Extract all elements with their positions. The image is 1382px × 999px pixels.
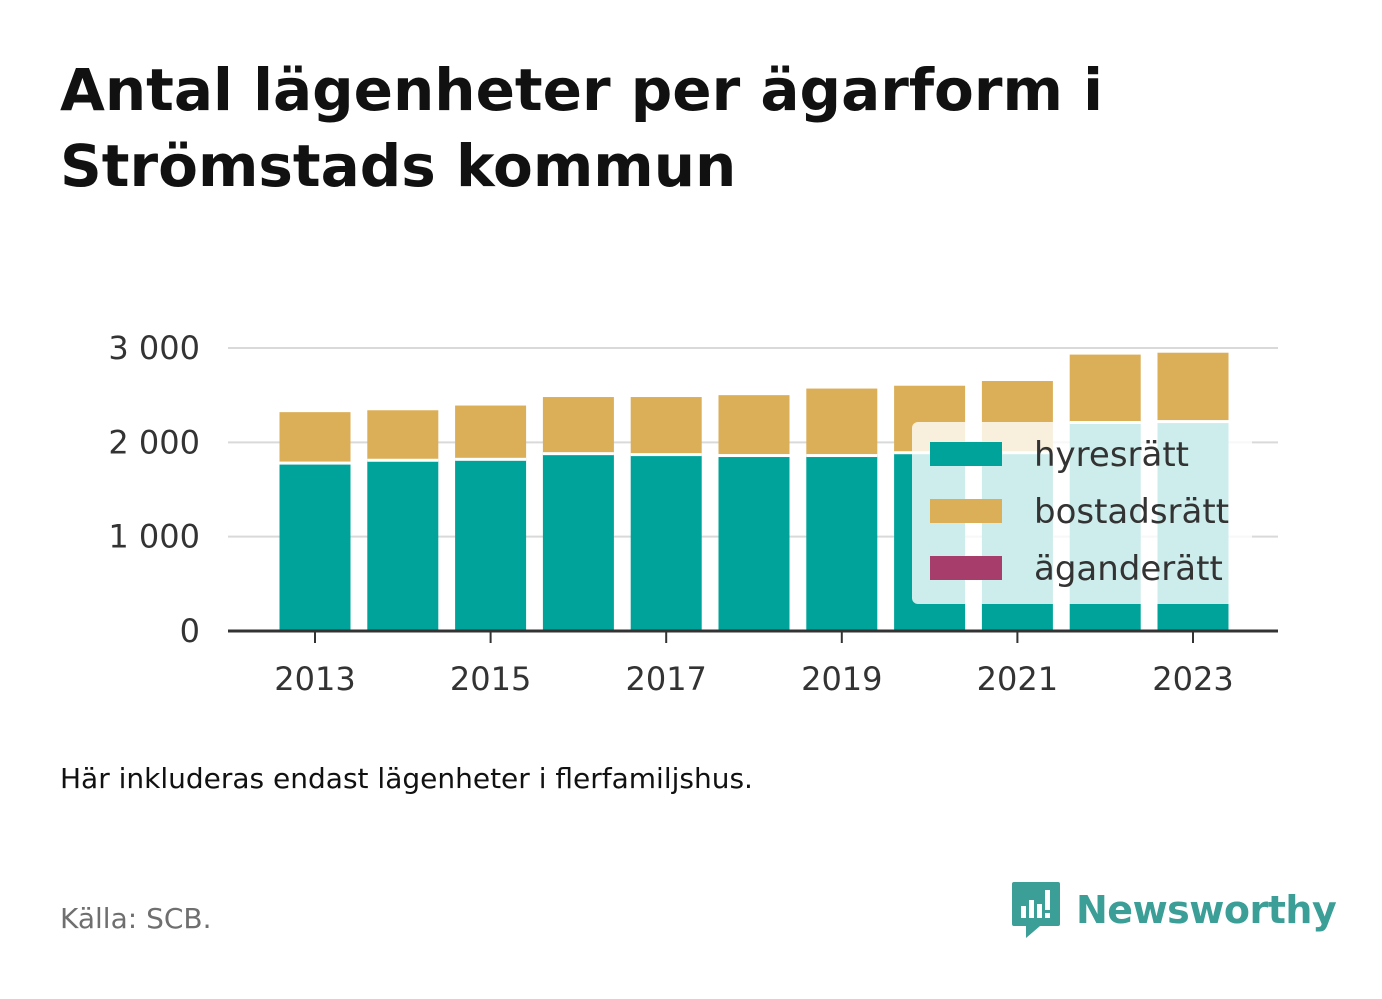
bar-segment-2015-1 (455, 405, 527, 460)
legend-label: bostadsrätt (1034, 492, 1229, 532)
y-tick-label: 0 (180, 612, 200, 650)
brand-name: Newsworthy (1076, 888, 1337, 932)
bar-separator (806, 454, 878, 458)
newsworthy-logo-icon (1012, 882, 1060, 938)
legend-label: äganderätt (1034, 549, 1223, 589)
bar-segment-2014-1 (367, 410, 439, 461)
bar-separator (542, 452, 614, 456)
bar-separator (367, 458, 439, 462)
x-tick-label: 2021 (977, 660, 1058, 698)
bar-segment-2014-0 (367, 460, 439, 631)
legend-swatch (930, 442, 1002, 466)
bar-segment-2013-0 (279, 463, 351, 631)
bar-segment-2016-1 (542, 397, 614, 454)
chart-title: Antal lägenheter per ägarform i Strömsta… (60, 56, 1104, 200)
y-tick-label: 1 000 (108, 518, 200, 556)
y-tick-label: 3 000 (108, 329, 200, 367)
bar-segment-2017-0 (630, 454, 702, 631)
legend-swatch (930, 556, 1002, 580)
legend: hyresrätt bostadsrätt äganderätt (912, 422, 1252, 604)
bar-separator (1157, 420, 1229, 424)
x-tick-label: 2015 (450, 660, 531, 698)
y-axis-ticks: 0 1 000 2 000 3 000 (108, 329, 200, 650)
bar-separator (279, 461, 351, 465)
x-tick-label: 2017 (625, 660, 706, 698)
bar-segment-2019-1 (806, 388, 878, 456)
bar-segment-2019-0 (806, 455, 878, 631)
legend-label: hyresrätt (1034, 435, 1189, 475)
chart-note: Här inkluderas endast lägenheter i flerf… (60, 762, 753, 795)
stacked-bar-chart: 0 1 000 2 000 3 000 2013 2015 2017 2019 2021 202… (108, 329, 1278, 698)
bar-segment-2013-1 (279, 412, 351, 464)
bar-segment-2015-0 (455, 459, 527, 631)
source-credit: Källa: SCB. (60, 902, 212, 935)
bar-segment-2022-1 (1069, 354, 1141, 423)
legend-swatch (930, 499, 1002, 523)
y-tick-label: 2 000 (108, 423, 200, 461)
bar-segment-2023-1 (1157, 352, 1229, 422)
x-tick-label: 2019 (801, 660, 882, 698)
bar-segment-2016-0 (542, 453, 614, 631)
bar-separator (718, 454, 790, 458)
brand-logo[interactable]: Newsworthy (1010, 880, 1337, 940)
bar-segment-2017-1 (630, 397, 702, 455)
x-tick-label: 2013 (274, 660, 355, 698)
x-tick-label: 2023 (1152, 660, 1233, 698)
bar-separator (455, 457, 527, 461)
bar-segment-2018-0 (718, 455, 790, 631)
bar-segment-2018-1 (718, 395, 790, 456)
x-axis-ticks: 2013 2015 2017 2019 2021 2023 (274, 631, 1234, 698)
bar-separator (630, 453, 702, 457)
